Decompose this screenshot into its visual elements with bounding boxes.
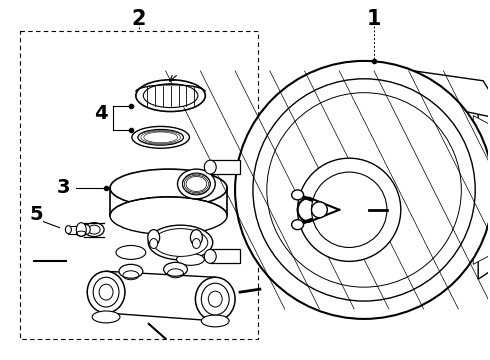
- Ellipse shape: [93, 277, 119, 307]
- Text: 1: 1: [367, 9, 381, 29]
- Ellipse shape: [196, 277, 235, 321]
- Ellipse shape: [136, 80, 205, 112]
- Text: 2: 2: [132, 9, 146, 29]
- Ellipse shape: [116, 246, 146, 260]
- Ellipse shape: [204, 160, 216, 174]
- Ellipse shape: [150, 239, 158, 248]
- Polygon shape: [414, 71, 490, 121]
- Ellipse shape: [292, 190, 303, 200]
- Polygon shape: [473, 116, 490, 264]
- Ellipse shape: [176, 253, 204, 265]
- Ellipse shape: [92, 311, 120, 323]
- Ellipse shape: [182, 173, 210, 195]
- Ellipse shape: [132, 126, 190, 148]
- Text: 3: 3: [57, 179, 70, 197]
- Circle shape: [253, 79, 475, 301]
- Ellipse shape: [177, 169, 215, 199]
- Ellipse shape: [201, 315, 229, 327]
- Ellipse shape: [87, 271, 125, 313]
- Ellipse shape: [204, 249, 216, 264]
- Polygon shape: [106, 271, 215, 321]
- Circle shape: [312, 202, 327, 218]
- Bar: [210, 249, 240, 264]
- Ellipse shape: [110, 197, 227, 235]
- Ellipse shape: [84, 223, 104, 237]
- Ellipse shape: [119, 264, 143, 278]
- Ellipse shape: [292, 220, 303, 230]
- Ellipse shape: [191, 230, 202, 246]
- Polygon shape: [478, 100, 490, 279]
- Circle shape: [312, 172, 387, 247]
- Ellipse shape: [65, 226, 72, 234]
- Bar: [20, 31, 258, 339]
- Ellipse shape: [148, 225, 213, 260]
- Ellipse shape: [76, 223, 86, 237]
- Text: 5: 5: [30, 205, 44, 224]
- Ellipse shape: [82, 225, 90, 235]
- Ellipse shape: [110, 169, 227, 207]
- Bar: [210, 160, 240, 174]
- Ellipse shape: [193, 239, 200, 248]
- Bar: [69, 226, 82, 234]
- Text: 4: 4: [94, 104, 108, 123]
- Circle shape: [235, 61, 490, 319]
- Ellipse shape: [148, 230, 160, 246]
- Ellipse shape: [153, 229, 208, 256]
- Circle shape: [297, 158, 401, 261]
- Ellipse shape: [143, 84, 198, 108]
- Ellipse shape: [201, 283, 229, 315]
- Ellipse shape: [138, 129, 183, 145]
- Ellipse shape: [164, 262, 188, 276]
